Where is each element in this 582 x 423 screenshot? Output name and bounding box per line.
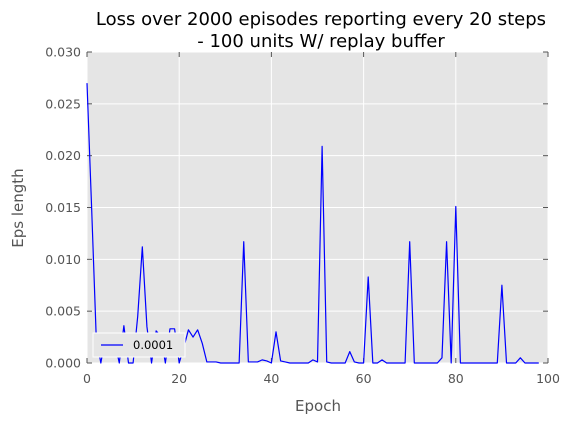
- y-axis-label: Eps length: [9, 168, 27, 247]
- chart-title-line-1: Loss over 2000 episodes reporting every …: [96, 9, 546, 30]
- x-tick-label: 20: [171, 371, 187, 386]
- y-tick-label: 0.000: [45, 356, 81, 371]
- y-tick-label: 0.030: [45, 45, 81, 60]
- y-tick-labels: 0.000 0.005 0.010 0.015 0.020 0.025 0.030: [45, 45, 81, 371]
- legend-label: 0.0001: [133, 338, 173, 352]
- chart-title-line-2: - 100 units W/ replay buffer: [197, 31, 445, 52]
- x-axis-label: Epoch: [295, 397, 341, 415]
- x-tick-labels: 0 20 40 60 80 100: [83, 371, 560, 386]
- y-tick-label: 0.015: [45, 200, 81, 215]
- grid-lines: [86, 51, 549, 364]
- x-tick-label: 0: [83, 371, 91, 386]
- legend: 0.0001: [92, 332, 186, 358]
- y-tick-label: 0.005: [45, 304, 81, 319]
- x-tick-label: 100: [536, 371, 560, 386]
- x-tick-label: 40: [263, 371, 279, 386]
- y-tick-label: 0.010: [45, 252, 81, 267]
- x-tick-label: 60: [356, 371, 372, 386]
- x-tick-label: 80: [448, 371, 464, 386]
- y-tick-label: 0.020: [45, 148, 81, 163]
- y-tick-label: 0.025: [45, 96, 81, 111]
